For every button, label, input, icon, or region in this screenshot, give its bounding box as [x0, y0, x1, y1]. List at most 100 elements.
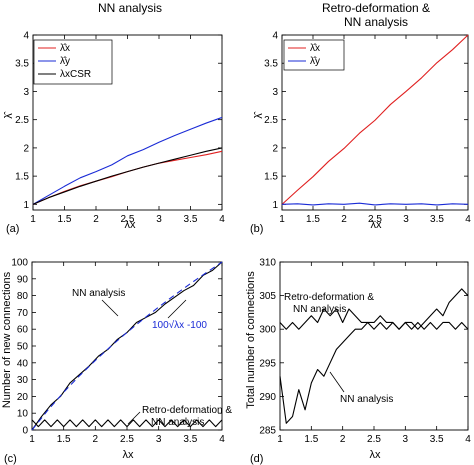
panel-b-xlabel: λx — [371, 219, 383, 231]
panel-b-ytick-label-6: 4 — [272, 31, 278, 42]
panel-d-ytick-label-5: 310 — [259, 258, 276, 269]
panel-c-ytick-label-3: 30 — [17, 375, 29, 386]
panel-b-legend-box — [283, 39, 345, 71]
panel-b-title-line-2: NN analysis — [344, 15, 408, 29]
panel-a-ytick-label-5: 3.5 — [15, 59, 29, 70]
panel-c-xtick-label-1: 1.5 — [57, 434, 71, 445]
panel-b-ytick-label-4: 3 — [272, 87, 278, 98]
panel-c-annotation-sqrt-pointer — [167, 299, 187, 319]
panel-b-xtick-label-6: 4 — [465, 214, 471, 225]
panel-c-ytick-label-9: 90 — [17, 274, 29, 285]
panel-c-xtick-label-6: 4 — [219, 434, 225, 445]
panel-a-xtick-label-3: 2.5 — [121, 214, 135, 225]
panel-a: NN analysis 1 1.5 2 2.5 3 3.5 4 1 1.5 2 2.5 3 3.5 4 λ… — [3, 1, 225, 235]
panel-a-xtick-label-0: 1 — [30, 214, 36, 225]
panel-d-ytick-label-0: 285 — [259, 426, 276, 437]
panel-c-annotation-retro-pointer — [127, 411, 141, 425]
panel-b-ytick-label-0: 1 — [272, 200, 278, 211]
panel-a-legend: λ̂x λ̂y λxCSR — [33, 39, 113, 85]
panel-a-plot: 1 1.5 2 2.5 3 3.5 4 1 1.5 2 2.5 3 3.5 4 — [15, 31, 225, 226]
panel-d-xtick-label-3: 2.5 — [367, 434, 381, 445]
panel-b-ytick-label-5: 3.5 — [264, 59, 278, 70]
panel-d-xtick-label-4: 3 — [403, 434, 409, 445]
panel-c-xtick-label-4: 3 — [156, 434, 162, 445]
panel-c-ytick-label-0: 0 — [22, 426, 28, 437]
panel-b: Retro-deformation & NN analysis 1 1.5 2 2.5… — [250, 1, 471, 235]
panel-d-xtick-label-1: 1.5 — [304, 434, 318, 445]
panel-a-legend-label-0: λ̂x — [60, 42, 70, 54]
panel-d-xtick-label-2: 2 — [340, 434, 346, 445]
panel-c-xlabel: λx — [123, 449, 135, 461]
panel-a-ylabel: λ̂ — [3, 111, 15, 119]
panel-b-xtick-label-3: 2.5 — [368, 214, 382, 225]
panel-a-xtick-label-6: 4 — [219, 214, 225, 225]
panel-d-series-1 — [279, 288, 469, 424]
panel-a-series-1 — [32, 116, 223, 205]
panel-a-letter: (a) — [6, 223, 19, 235]
panel-a-legend-box — [33, 39, 113, 85]
panel-d-xtick-label-0: 1 — [277, 434, 283, 445]
panel-b-legend-label-0: λ̂x — [310, 42, 320, 54]
panel-d-plot: 1 1.5 2 2.5 3 3.5 4 285 290 295 300 305 310 — [259, 258, 471, 446]
panel-d-ytick-label-2: 295 — [259, 358, 276, 369]
panel-b-xtick-label-0: 1 — [279, 214, 285, 225]
panel-a-title: NN analysis — [98, 1, 162, 15]
panel-b-ytick-label-3: 2.5 — [264, 115, 278, 126]
panel-a-xtick-label-1: 1.5 — [58, 214, 72, 225]
panel-d-xlabel: λx — [370, 449, 382, 461]
panel-a-ytick-label-6: 4 — [23, 31, 29, 42]
panel-c-annotation-nn: NN analysis — [72, 288, 125, 299]
panel-c-letter: (c) — [4, 453, 17, 465]
panel-b-ytick-label-2: 2 — [272, 143, 278, 154]
panel-d-ytick-label-1: 290 — [259, 392, 276, 403]
panel-d-ytick-label-3: 300 — [259, 325, 276, 336]
panel-c-ytick-label-4: 40 — [17, 358, 29, 369]
panel-c-series-2 — [31, 419, 223, 428]
panel-b-letter: (b) — [250, 223, 263, 235]
panel-d-annotation-retro-line-2: NN analysis — [293, 304, 346, 315]
panel-d-letter: (d) — [250, 453, 263, 465]
panel-c-ytick-label-7: 70 — [17, 308, 29, 319]
panel-b-series-0 — [281, 34, 469, 205]
panel-b-series-1 — [281, 202, 469, 206]
panel-a-ytick-label-4: 3 — [23, 87, 29, 98]
panel-a-series-0 — [32, 150, 223, 205]
panel-c-xtick-label-5: 3.5 — [183, 434, 197, 445]
panel-d-series-0 — [279, 308, 469, 330]
panel-a-xtick-label-2: 2 — [93, 214, 99, 225]
panel-c-xtick-label-2: 2 — [93, 434, 99, 445]
panel-a-legend-label-1: λ̂y — [60, 55, 70, 67]
panel-d: 1 1.5 2 2.5 3 3.5 4 285 290 295 300 305 310 λx Total… — [245, 258, 471, 465]
panel-c-ytick-label-5: 50 — [17, 342, 29, 353]
panel-b-legend: λ̂x λ̂y — [283, 39, 345, 71]
panel-b-title-line-1: Retro-deformation & — [322, 1, 430, 15]
panel-d-annotation-retro-line-1: Retro-deformation & — [284, 292, 374, 303]
panel-d-ylabel: Total number of connections — [245, 271, 257, 409]
panel-d-annotation-nn: NN analysis — [340, 394, 393, 405]
panel-a-xtick-label-4: 3 — [156, 214, 162, 225]
panel-a-legend-label-2: λxCSR — [60, 69, 91, 80]
panel-c-ytick-label-10: 100 — [11, 258, 28, 269]
panel-b-legend-label-1: λ̂y — [310, 55, 320, 67]
panel-d-annotation-nn-pointer — [329, 371, 345, 393]
panel-c-ylabel: Number of new connections — [1, 271, 13, 408]
panel-b-xtick-label-2: 2 — [341, 214, 347, 225]
panel-a-ytick-label-2: 2 — [23, 143, 29, 154]
panel-b-xtick-label-5: 3.5 — [430, 214, 444, 225]
panel-a-ytick-label-3: 2.5 — [15, 115, 29, 126]
panel-a-xlabel: λx — [125, 219, 137, 231]
panel-c-annotation-retro-line-2: NN analysis — [151, 417, 204, 428]
panel-c-ytick-label-1: 10 — [17, 409, 29, 420]
panel-c-annotation-retro-line-1: Retro-deformation & — [142, 405, 232, 416]
panel-b-xtick-label-1: 1.5 — [306, 214, 320, 225]
panel-a-ytick-label-1: 1.5 — [15, 172, 29, 183]
panel-c-series-0 — [31, 261, 223, 431]
panel-c-ytick-label-2: 20 — [17, 392, 29, 403]
panel-c-xtick-label-3: 2.5 — [120, 434, 134, 445]
panel-b-ytick-label-1: 1.5 — [264, 172, 278, 183]
panel-d-xtick-label-6: 4 — [465, 434, 471, 445]
panel-a-series-2 — [32, 147, 223, 205]
